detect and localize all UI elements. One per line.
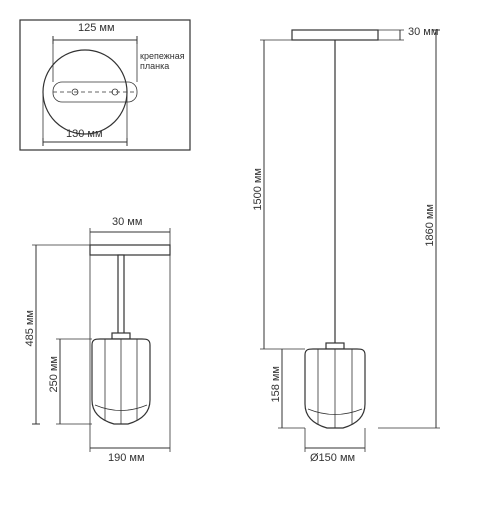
dim-shade-250: 250 мм <box>48 356 60 393</box>
wall-lamp <box>32 228 170 452</box>
dim-shade-158: 158 мм <box>270 366 282 403</box>
dim-cable-1500: 1500 мм <box>252 168 264 211</box>
dim-bracket-125: 125 мм <box>78 22 115 34</box>
pendant-lamp <box>260 30 440 452</box>
dim-width-150: Ø150 мм <box>310 452 355 464</box>
mount-plate-inset <box>20 20 190 150</box>
bracket-caption: крепежнаяпланка <box>140 52 185 72</box>
dim-width-190: 190 мм <box>108 452 145 464</box>
dim-total-1860: 1860 мм <box>424 204 436 247</box>
dim-disc-130: 130 мм <box>66 128 103 140</box>
technical-drawing: 125 мм крепежнаяпланка 130 мм 30 мм 250 … <box>0 0 500 500</box>
dim-canopy-30: 30 мм <box>408 26 438 38</box>
dim-arm-30: 30 мм <box>112 216 142 228</box>
dim-total-485: 485 мм <box>24 310 36 347</box>
